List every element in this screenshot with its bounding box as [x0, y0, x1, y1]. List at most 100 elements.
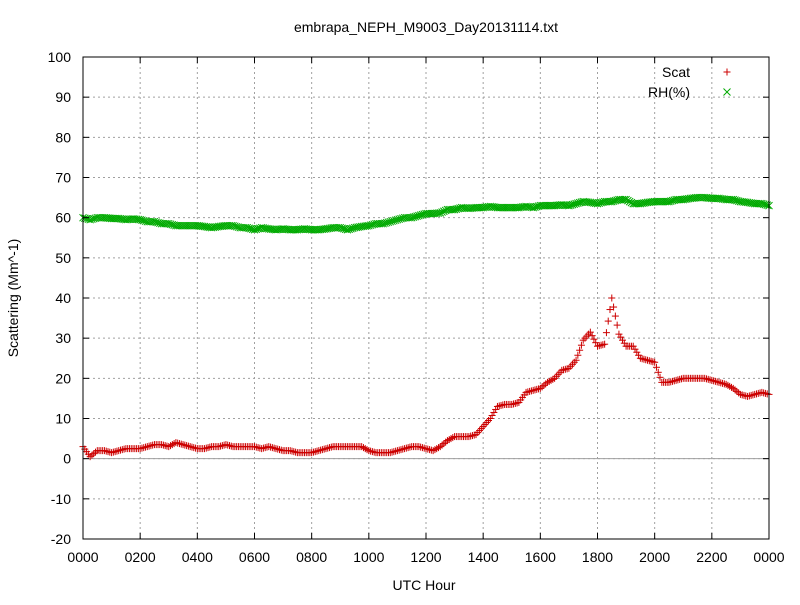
marker-stroke — [634, 199, 643, 208]
data-point — [142, 443, 150, 451]
data-point — [309, 448, 317, 456]
data-point — [183, 442, 191, 450]
data-point — [388, 448, 396, 456]
data-point — [590, 335, 598, 343]
marker-stroke — [731, 196, 739, 204]
data-point — [390, 448, 398, 456]
data-point — [315, 447, 323, 455]
marker-stroke — [624, 196, 632, 205]
marker-stroke — [270, 225, 279, 234]
data-point — [145, 442, 153, 450]
x-axis-label: UTC Hour — [392, 577, 455, 593]
data-point — [200, 445, 208, 453]
y-tick-label: 30 — [55, 330, 71, 346]
marker-stroke — [691, 193, 700, 202]
data-point — [563, 365, 571, 373]
marker-stroke — [675, 195, 684, 204]
data-point — [495, 402, 503, 410]
data-point — [713, 378, 721, 386]
data-point — [531, 386, 539, 394]
data-point — [522, 388, 530, 396]
marker-stroke — [761, 200, 770, 209]
data-point — [326, 444, 334, 452]
marker-stroke — [591, 199, 600, 208]
legend-marker — [723, 88, 731, 96]
data-point — [633, 348, 641, 356]
data-point — [744, 392, 752, 400]
data-point — [158, 441, 166, 449]
data-point — [547, 376, 555, 384]
data-point — [560, 366, 568, 374]
data-point — [722, 380, 730, 388]
data-point — [359, 444, 367, 452]
data-point — [206, 443, 214, 451]
x-tick-label: 1400 — [468, 549, 499, 565]
marker-stroke — [205, 223, 214, 232]
legend: Scat RH(%) — [648, 64, 731, 100]
data-point — [111, 448, 119, 456]
data-point — [174, 439, 182, 447]
data-point — [320, 445, 328, 453]
data-point — [490, 408, 498, 416]
data-point — [717, 379, 725, 387]
data-point — [179, 441, 187, 449]
data-point — [113, 447, 121, 455]
y-tick-label: -10 — [51, 491, 71, 507]
data-point — [415, 443, 423, 451]
data-point — [760, 389, 768, 397]
axis-ticks: -20 -10 0 10 20 30 40 50 60 70 80 90 100 0000 0200 0400… — [48, 49, 785, 565]
data-point — [493, 402, 501, 410]
data-point — [440, 440, 448, 448]
data-point — [715, 378, 723, 386]
data-point — [624, 196, 632, 205]
data-point — [470, 431, 478, 439]
data-point — [217, 442, 225, 450]
data-point — [620, 339, 628, 347]
data-point — [104, 448, 112, 456]
y-tick-label: 20 — [55, 370, 71, 386]
data-point — [638, 355, 646, 363]
marker-stroke — [475, 203, 484, 212]
data-point — [109, 448, 117, 456]
data-point — [358, 443, 366, 451]
data-point — [610, 303, 618, 311]
data-point — [677, 375, 685, 383]
data-point — [656, 373, 664, 381]
data-point — [524, 388, 532, 396]
marker-stroke — [375, 219, 384, 228]
data-point — [392, 447, 400, 455]
marker-stroke — [230, 222, 239, 231]
data-point — [747, 391, 755, 399]
data-point — [719, 379, 727, 387]
data-point — [763, 390, 771, 398]
marker-stroke — [649, 197, 657, 206]
marker-stroke — [563, 201, 571, 210]
data-point — [527, 387, 535, 395]
data-point — [542, 380, 550, 388]
marker-stroke — [527, 203, 536, 212]
series-layer — [79, 193, 773, 461]
chart-title: embrapa_NEPH_M9003_Day20131114.txt — [294, 19, 558, 35]
data-point — [442, 438, 450, 446]
data-point — [140, 444, 148, 452]
data-point — [488, 411, 496, 419]
marker-stroke — [404, 213, 412, 222]
x-tick-label: 1600 — [525, 549, 556, 565]
data-point — [399, 445, 407, 453]
data-point — [749, 391, 757, 399]
data-point — [601, 340, 609, 348]
data-point — [186, 443, 194, 451]
data-point — [259, 444, 267, 452]
data-point — [317, 446, 325, 454]
marker-stroke — [164, 219, 173, 228]
marker-stroke — [136, 215, 145, 224]
data-point — [763, 201, 772, 209]
data-point — [204, 444, 212, 452]
data-point — [604, 317, 612, 325]
data-point — [393, 447, 401, 455]
y-tick-label: 100 — [48, 49, 72, 65]
data-point — [261, 444, 269, 452]
marker-stroke — [341, 225, 350, 234]
